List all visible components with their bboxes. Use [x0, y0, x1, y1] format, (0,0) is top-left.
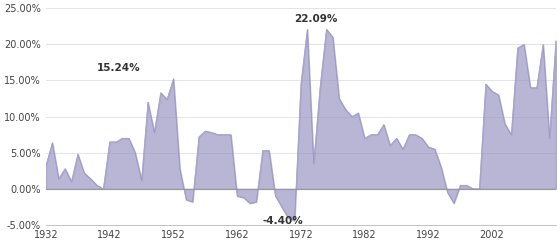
Text: 22.09%: 22.09% [295, 14, 338, 24]
Text: -4.40%: -4.40% [263, 216, 304, 226]
Text: 15.24%: 15.24% [97, 63, 141, 73]
